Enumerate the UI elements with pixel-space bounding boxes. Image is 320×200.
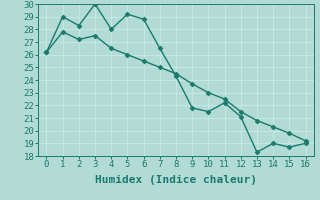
- X-axis label: Humidex (Indice chaleur): Humidex (Indice chaleur): [95, 175, 257, 185]
